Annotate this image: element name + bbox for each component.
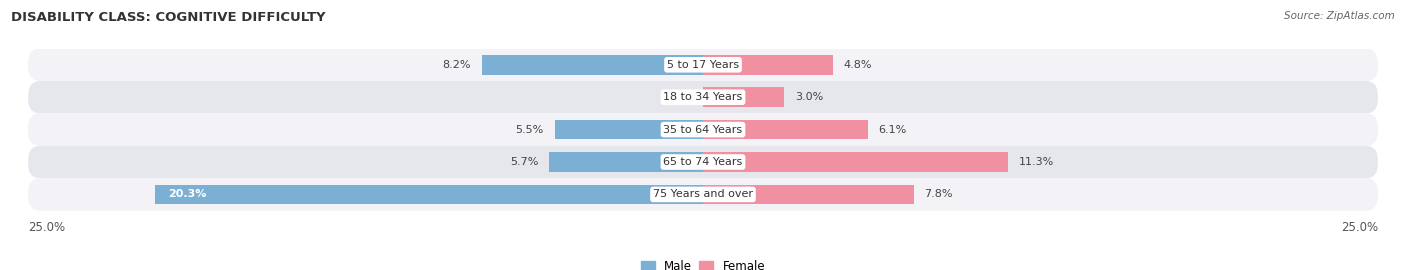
Text: Source: ZipAtlas.com: Source: ZipAtlas.com	[1284, 11, 1395, 21]
Bar	[703, 152, 1008, 172]
Text: 35 to 64 Years: 35 to 64 Years	[664, 124, 742, 135]
Bar	[703, 87, 785, 107]
FancyBboxPatch shape	[28, 146, 1378, 178]
Legend: Male, Female: Male, Female	[641, 260, 765, 270]
Bar	[550, 152, 703, 172]
Bar	[554, 120, 703, 139]
FancyBboxPatch shape	[28, 113, 1378, 146]
Text: 65 to 74 Years: 65 to 74 Years	[664, 157, 742, 167]
Text: 5 to 17 Years: 5 to 17 Years	[666, 60, 740, 70]
Text: 3.0%: 3.0%	[794, 92, 823, 102]
FancyBboxPatch shape	[28, 81, 1378, 113]
Text: 5.5%: 5.5%	[516, 124, 544, 135]
Text: 7.8%: 7.8%	[924, 189, 953, 200]
Text: 0.0%: 0.0%	[664, 92, 692, 102]
Text: 11.3%: 11.3%	[1019, 157, 1054, 167]
Text: 8.2%: 8.2%	[443, 60, 471, 70]
Text: 5.7%: 5.7%	[510, 157, 538, 167]
Text: 20.3%: 20.3%	[169, 189, 207, 200]
Bar	[703, 185, 914, 204]
Bar	[155, 185, 703, 204]
FancyBboxPatch shape	[28, 49, 1378, 81]
FancyBboxPatch shape	[28, 178, 1378, 211]
Text: 4.8%: 4.8%	[844, 60, 872, 70]
Text: DISABILITY CLASS: COGNITIVE DIFFICULTY: DISABILITY CLASS: COGNITIVE DIFFICULTY	[11, 11, 326, 24]
Bar	[482, 55, 703, 75]
Text: 25.0%: 25.0%	[1341, 221, 1378, 234]
Text: 25.0%: 25.0%	[28, 221, 65, 234]
Text: 6.1%: 6.1%	[879, 124, 907, 135]
Bar	[703, 120, 868, 139]
Text: 18 to 34 Years: 18 to 34 Years	[664, 92, 742, 102]
Text: 75 Years and over: 75 Years and over	[652, 189, 754, 200]
Bar	[703, 55, 832, 75]
